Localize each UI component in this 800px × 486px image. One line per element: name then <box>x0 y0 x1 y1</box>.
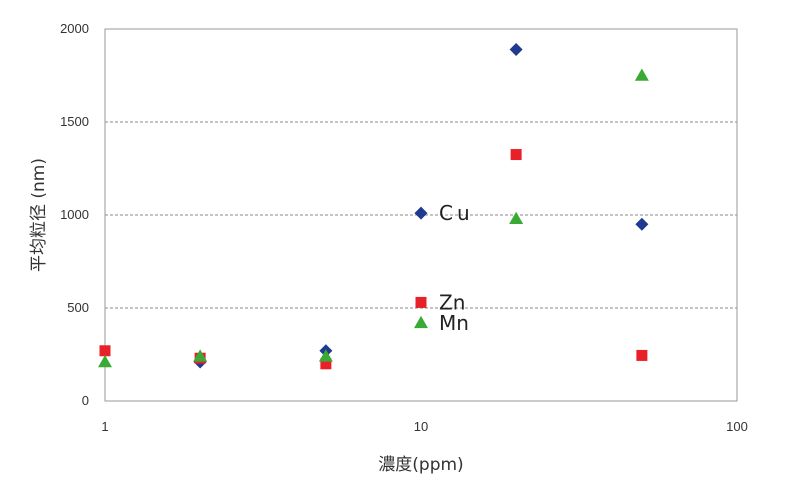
y-axis-title: 平均粒径 (nm) <box>29 158 49 272</box>
x-tick-label: 10 <box>414 419 428 434</box>
zn-data-point <box>510 149 522 161</box>
x-axis-title: 濃度(ppm) <box>378 455 463 475</box>
series-label-zn: Zn <box>439 290 465 314</box>
y-tick-label: 1500 <box>60 114 89 129</box>
x-axis-ticks: 1 10 100 <box>101 419 747 434</box>
y-tick-label: 0 <box>82 393 89 408</box>
zn-data-point <box>415 296 427 308</box>
zn-data-point <box>99 345 111 357</box>
mn-data-point <box>414 315 428 329</box>
data-markers <box>98 42 649 370</box>
cu-data-point <box>414 206 428 220</box>
x-tick-label: 1 <box>101 419 108 434</box>
y-tick-label: 500 <box>67 300 89 315</box>
cu-data-point <box>635 217 649 231</box>
cu-data-point <box>509 42 523 56</box>
y-axis-ticks: 0 500 1000 1500 2000 <box>60 21 89 408</box>
y-tick-label: 2000 <box>60 21 89 36</box>
zn-data-point <box>320 358 332 370</box>
mn-data-point <box>193 349 208 362</box>
series-label-cu: Cu <box>439 201 474 225</box>
mn-data-point <box>98 354 112 368</box>
mn-data-point <box>634 68 649 81</box>
series-label-mn: Mn <box>439 311 469 335</box>
zn-data-point <box>636 349 648 361</box>
x-tick-label: 100 <box>726 419 748 434</box>
plot-area-frame <box>104 28 738 402</box>
mn-data-point <box>509 211 524 224</box>
mn-data-point <box>318 349 333 362</box>
y-tick-label: 1000 <box>60 207 89 222</box>
